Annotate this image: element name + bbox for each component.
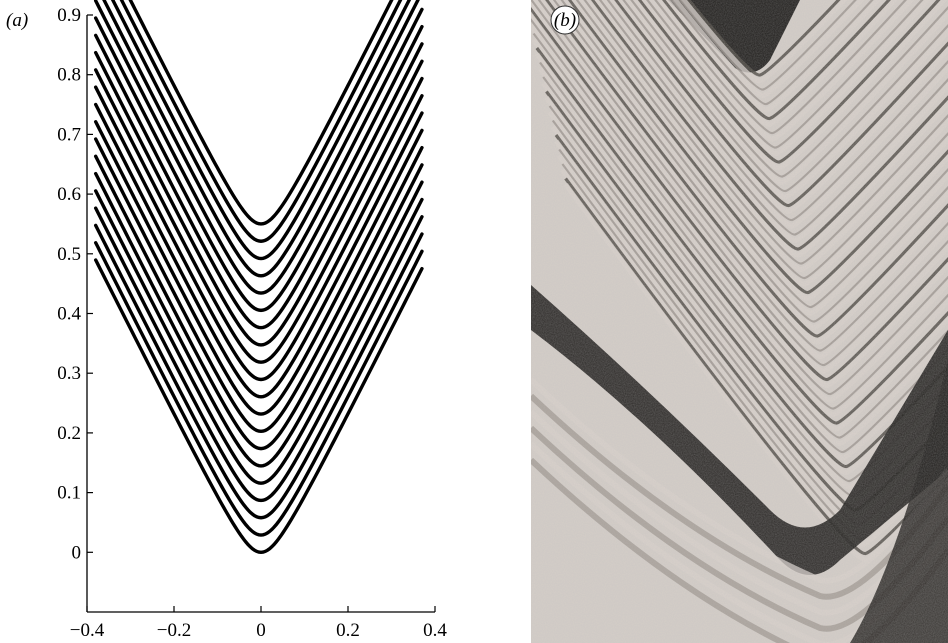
x-tick-label: −0.2 — [157, 620, 191, 641]
fold-curve — [93, 85, 424, 382]
y-tick-label: 0.9 — [57, 5, 81, 26]
fold-curve — [93, 68, 424, 364]
panel-a-label: (a) — [6, 10, 28, 31]
y-tick-label: 0.8 — [57, 65, 81, 86]
y-tick-label: 0.3 — [57, 363, 81, 384]
fold-curve — [93, 171, 424, 468]
fold-curve — [93, 241, 424, 537]
x-tick-label: −0.4 — [70, 620, 105, 641]
fold-curve — [119, 0, 403, 243]
fold-curve — [93, 102, 424, 399]
x-ticks: −0.4 −0.2 0 0.2 0.4 — [70, 606, 447, 641]
x-tick-label: 0 — [256, 620, 266, 641]
y-tick-label: 0.6 — [57, 184, 81, 205]
fold-curve — [128, 0, 394, 226]
y-tick-label: 0.1 — [57, 483, 81, 504]
fold-curve — [93, 223, 424, 520]
y-tick-label: 0.2 — [57, 423, 81, 444]
fold-curve — [93, 137, 424, 434]
fold-curve — [93, 258, 424, 555]
fold-curve — [93, 206, 424, 503]
fold-curve — [93, 154, 424, 451]
x-tick-label: 0.4 — [423, 620, 447, 641]
fold-curve — [93, 189, 424, 485]
y-tick-label: 0.4 — [57, 304, 81, 325]
photo-grain — [531, 0, 948, 643]
fold-curve — [93, 50, 424, 347]
x-tick-label: 0.2 — [336, 620, 360, 641]
y-ticks: 0 0.1 0.2 0.3 0.4 0.5 0.6 0.7 0.8 0.9 — [57, 5, 93, 563]
fold-curve — [93, 120, 424, 416]
fold-curve — [93, 16, 424, 313]
y-tick-label: 0.7 — [57, 124, 81, 145]
panel-b-label-badge — [550, 5, 580, 35]
y-tick-label: 0 — [72, 542, 82, 563]
fold-curve — [102, 0, 420, 278]
panel-b-photo — [531, 0, 948, 643]
fold-curves — [93, 0, 424, 555]
fold-curve — [93, 33, 424, 330]
fold-curve — [93, 0, 424, 295]
panel-b-label: (b) — [554, 10, 576, 31]
y-tick-label: 0.5 — [57, 244, 81, 265]
panel-a-chart: (a) 00.10.20.30.40.50.60.70.80.9 −0.4 −0.… — [6, 0, 447, 641]
fold-curve — [110, 0, 412, 261]
